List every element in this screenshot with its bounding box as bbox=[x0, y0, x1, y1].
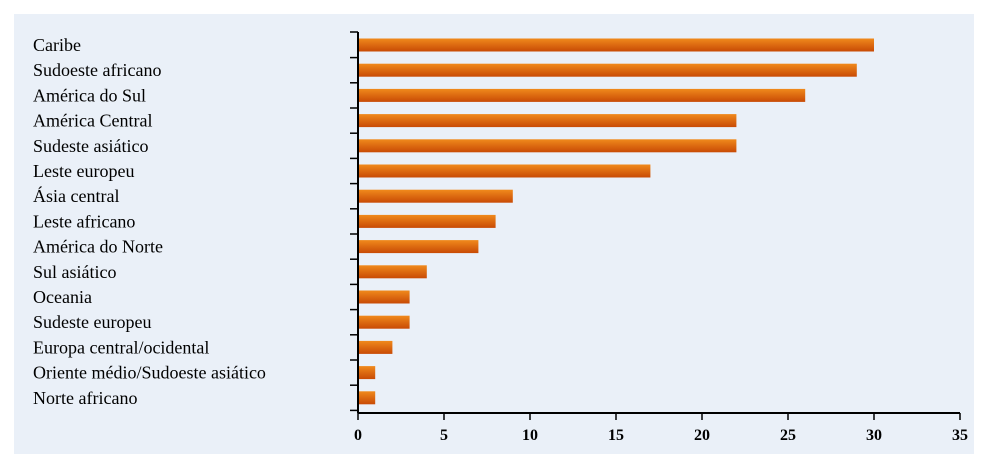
x-tick-label-1: 5 bbox=[440, 427, 448, 444]
x-tick-label-2: 10 bbox=[522, 427, 538, 444]
bar-9 bbox=[358, 265, 427, 279]
bar-7 bbox=[358, 214, 496, 228]
bar-14 bbox=[358, 391, 376, 405]
bar-10 bbox=[358, 290, 410, 304]
category-label-4: Sudeste asiático bbox=[33, 136, 148, 156]
category-label-0: Caribe bbox=[33, 35, 81, 55]
bar-13 bbox=[358, 366, 376, 380]
chart-panel: Caribe Sudoeste africano América do Sul Amé… bbox=[14, 14, 974, 454]
category-label-6: Ásia central bbox=[33, 185, 119, 206]
category-label-5: Leste europeu bbox=[33, 161, 134, 181]
bars-layer bbox=[358, 38, 874, 405]
category-labels: Caribe Sudoeste africano América do Sul Amé… bbox=[33, 35, 266, 408]
category-label-11: Sudeste europeu bbox=[33, 312, 151, 332]
category-label-1: Sudoeste africano bbox=[33, 60, 161, 80]
bar-1 bbox=[358, 63, 857, 77]
x-tick-label-5: 25 bbox=[780, 427, 796, 444]
bar-4 bbox=[358, 139, 737, 153]
axes: 0 5 10 15 20 25 30 35 bbox=[350, 31, 968, 444]
x-tick-label-7: 35 bbox=[952, 427, 968, 444]
category-label-7: Leste africano bbox=[33, 211, 135, 231]
category-label-9: Sul asiático bbox=[33, 262, 117, 282]
bar-6 bbox=[358, 189, 513, 203]
category-label-8: América do Norte bbox=[33, 237, 163, 257]
category-label-13: Oriente médio/Sudoeste asiático bbox=[33, 363, 266, 383]
category-label-12: Europa central/ocidental bbox=[33, 337, 209, 357]
bar-12 bbox=[358, 340, 393, 354]
category-label-3: América Central bbox=[33, 111, 152, 131]
category-label-2: América do Sul bbox=[33, 85, 146, 105]
bar-3 bbox=[358, 114, 737, 128]
x-tick-label-0: 0 bbox=[354, 427, 362, 444]
x-tick-label-3: 15 bbox=[608, 427, 624, 444]
bar-5 bbox=[358, 164, 651, 178]
x-tick-label-6: 30 bbox=[866, 427, 882, 444]
category-label-10: Oceania bbox=[33, 287, 92, 307]
bar-chart: Caribe Sudoeste africano América do Sul Amé… bbox=[33, 31, 968, 444]
bar-8 bbox=[358, 240, 479, 254]
category-label-14: Norte africano bbox=[33, 388, 137, 408]
bar-2 bbox=[358, 88, 806, 102]
bar-0 bbox=[358, 38, 874, 52]
x-tick-label-4: 20 bbox=[694, 427, 710, 444]
bar-11 bbox=[358, 315, 410, 329]
